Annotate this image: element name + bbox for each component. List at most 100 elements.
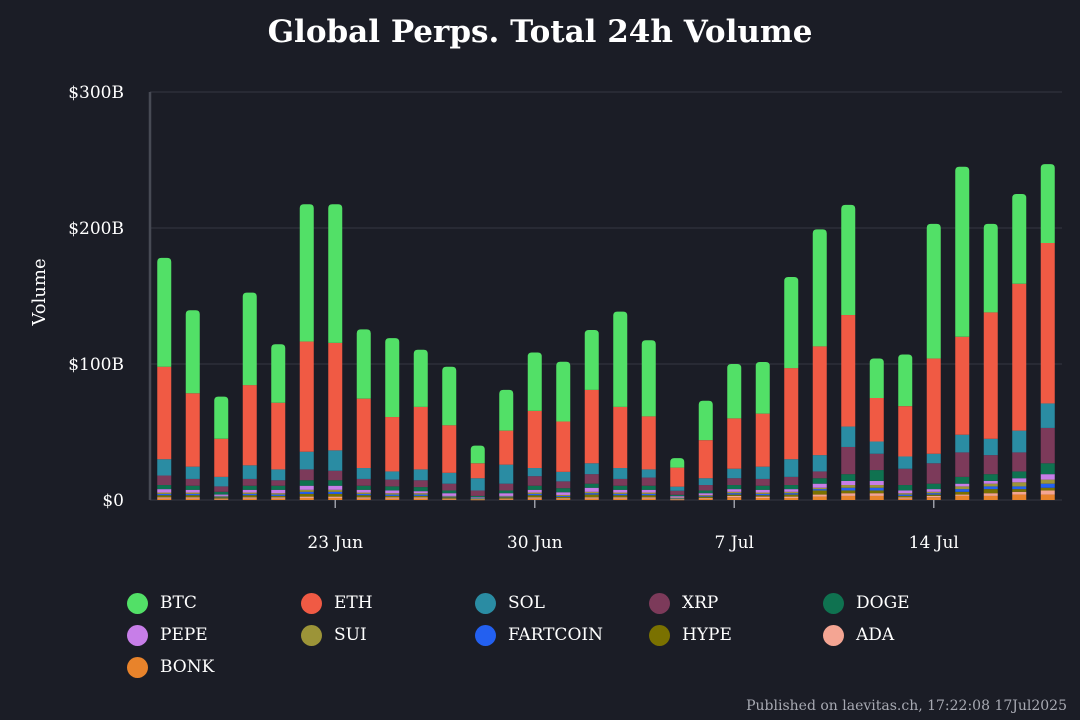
bar-segment-xrp bbox=[898, 468, 913, 486]
bar-segment-btc bbox=[157, 257, 172, 367]
bar-segment-ada bbox=[926, 495, 941, 498]
bar-segment-sui bbox=[185, 492, 200, 494]
bar-segment-eth bbox=[385, 417, 400, 472]
bar-segment-btc bbox=[470, 445, 485, 464]
legend-label: BTC bbox=[160, 593, 197, 613]
bar-segment-hype bbox=[157, 495, 172, 498]
bar-segment-btc bbox=[385, 338, 400, 418]
bar-segment-pepe bbox=[470, 497, 485, 498]
bar-segment-eth bbox=[470, 463, 485, 479]
legend-label: SUI bbox=[334, 625, 367, 645]
bar-segment-hype bbox=[385, 495, 400, 498]
legend-dot-icon bbox=[475, 592, 496, 614]
bar-segment-hype bbox=[641, 495, 656, 498]
bar-segment-doge bbox=[983, 474, 998, 481]
bar-segment-ada bbox=[955, 494, 970, 496]
bar-segment-bonk bbox=[413, 498, 428, 500]
bar-stack bbox=[670, 458, 685, 501]
legend-item-eth[interactable]: ETH bbox=[301, 590, 373, 616]
legend-item-btc[interactable]: BTC bbox=[127, 590, 197, 616]
legend-item-bonk[interactable]: BONK bbox=[127, 654, 214, 680]
bar-segment-bonk bbox=[214, 499, 229, 500]
bar-segment-sui bbox=[584, 491, 599, 494]
bar-segment-xrp bbox=[356, 478, 371, 486]
bar-segment-ada bbox=[698, 497, 713, 499]
bar-segment-xrp bbox=[641, 477, 656, 486]
bar-segment-ada bbox=[670, 499, 685, 500]
bar-segment-sol bbox=[670, 486, 685, 491]
bar-segment-bonk bbox=[812, 496, 827, 500]
legend-item-ada[interactable]: ADA bbox=[823, 622, 894, 648]
bar-segment-doge bbox=[955, 476, 970, 484]
bar-segment-hype bbox=[413, 495, 428, 498]
bar-segment-pepe bbox=[527, 489, 542, 493]
bar-segment-hype bbox=[242, 495, 257, 498]
bar-stack bbox=[613, 311, 628, 500]
bar-segment-sol bbox=[641, 469, 656, 478]
legend-item-fartcoin[interactable]: FARTCOIN bbox=[475, 622, 603, 648]
bar-segment-pepe bbox=[670, 496, 685, 498]
bar-segment-fartcoin bbox=[442, 496, 457, 498]
bar-segment-bonk bbox=[299, 497, 314, 500]
bar-segment-bonk bbox=[983, 495, 998, 500]
bar-segment-ada bbox=[271, 497, 286, 499]
bar-segment-btc bbox=[926, 223, 941, 359]
bar-segment-sui bbox=[641, 492, 656, 494]
bar-segment-eth bbox=[869, 398, 884, 442]
bar-stack bbox=[898, 354, 913, 500]
bar-segment-xrp bbox=[812, 471, 827, 479]
bar-segment-pepe bbox=[812, 483, 827, 488]
bar-segment-ada bbox=[299, 496, 314, 498]
bar-segment-hype bbox=[812, 490, 827, 495]
bar-segment-eth bbox=[698, 440, 713, 479]
bar-segment-btc bbox=[727, 364, 742, 419]
legend-item-sui[interactable]: SUI bbox=[301, 622, 367, 648]
bar-stack bbox=[727, 364, 742, 500]
bar-segment-xrp bbox=[926, 463, 941, 484]
bar-stack bbox=[955, 166, 970, 500]
bar-segment-btc bbox=[1040, 164, 1055, 243]
bar-segment-doge bbox=[898, 485, 913, 491]
bar-segment-ada bbox=[613, 497, 628, 499]
bar-segment-ada bbox=[556, 498, 571, 500]
legend-item-doge[interactable]: DOGE bbox=[823, 590, 910, 616]
legend-item-xrp[interactable]: XRP bbox=[649, 590, 718, 616]
bar-segment-pepe bbox=[727, 489, 742, 492]
legend-label: DOGE bbox=[856, 593, 910, 613]
bar-segment-sol bbox=[442, 472, 457, 484]
bar-segment-hype bbox=[584, 494, 599, 498]
bar-segment-xrp bbox=[727, 478, 742, 486]
bar-stack bbox=[442, 366, 457, 500]
bar-segment-hype bbox=[955, 491, 970, 495]
bar-segment-btc bbox=[613, 311, 628, 407]
bar-segment-sol bbox=[869, 441, 884, 454]
bar-segment-ada bbox=[755, 496, 770, 498]
bar-segment-sol bbox=[1012, 430, 1027, 453]
bar-segment-bonk bbox=[926, 497, 941, 500]
bar-segment-btc bbox=[499, 389, 514, 431]
legend-item-pepe[interactable]: PEPE bbox=[127, 622, 208, 648]
bar-segment-btc bbox=[328, 204, 343, 343]
x-tick-label: 7 Jul bbox=[715, 533, 754, 553]
bar-segment-fartcoin bbox=[869, 487, 884, 491]
bar-segment-bonk bbox=[698, 498, 713, 500]
bar-segment-pepe bbox=[641, 489, 656, 493]
bar-segment-btc bbox=[242, 292, 257, 386]
bar-segment-doge bbox=[698, 490, 713, 494]
x-tick-label: 30 Jun bbox=[507, 533, 563, 553]
bar-segment-ada bbox=[784, 496, 799, 498]
bar-segment-pepe bbox=[299, 485, 314, 490]
legend-label: HYPE bbox=[682, 625, 732, 645]
bar-segment-pepe bbox=[898, 490, 913, 494]
bar-segment-sol bbox=[185, 466, 200, 479]
legend-item-sol[interactable]: SOL bbox=[475, 590, 545, 616]
bar-segment-sol bbox=[613, 468, 628, 479]
bar-stack bbox=[556, 361, 571, 500]
bar-segment-ada bbox=[727, 495, 742, 498]
bar-segment-bonk bbox=[499, 499, 514, 500]
bar-segment-btc bbox=[955, 166, 970, 337]
bar-segment-doge bbox=[869, 470, 884, 481]
legend-item-hype[interactable]: HYPE bbox=[649, 622, 732, 648]
bar-segment-bonk bbox=[527, 498, 542, 500]
bar-segment-ada bbox=[812, 494, 827, 497]
